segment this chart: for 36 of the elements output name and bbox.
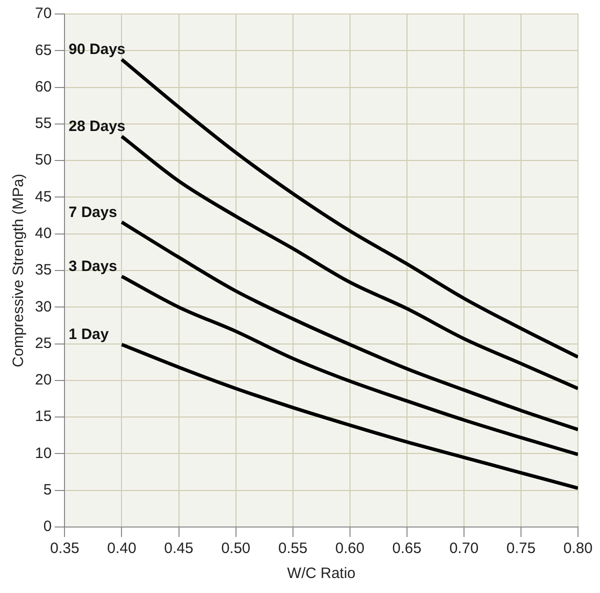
y-tick-label: 40 (34, 225, 52, 242)
y-tick-label: 70 (34, 5, 52, 22)
y-tick-label: 15 (34, 408, 52, 426)
y-axis-title: Compressive Strength (MPa) (10, 174, 28, 368)
y-tick-label: 45 (34, 188, 52, 206)
y-tick-label: 55 (34, 115, 52, 132)
series-label: 28 Days (68, 118, 126, 136)
line-series (120, 274, 578, 456)
y-tick-label: 35 (34, 262, 52, 279)
x-tick-label: 0.45 (164, 540, 194, 558)
x-tick-label: 0.80 (563, 540, 593, 558)
y-tick-label: 60 (34, 78, 52, 96)
x-tick-label: 0.60 (335, 540, 364, 558)
y-tick-label: 10 (34, 444, 52, 462)
series-label: 90 Days (68, 41, 126, 58)
series-label: 1 Day (68, 326, 110, 344)
y-tick-label: 50 (34, 152, 52, 169)
y-tick-label: 0 (43, 518, 52, 536)
series-label: 3 Days (68, 258, 118, 276)
x-tick-label: 0.70 (449, 540, 479, 558)
x-tick-label: 0.50 (221, 540, 250, 558)
y-tick-label: 5 (43, 482, 52, 498)
y-tick-label: 25 (34, 334, 52, 352)
line-series (120, 220, 578, 432)
x-tick-label: 0.35 (50, 540, 80, 558)
x-axis-title: W/C Ratio (287, 565, 356, 582)
x-tick-label: 0.40 (107, 540, 136, 558)
line-series (120, 342, 578, 490)
line-series (120, 134, 578, 390)
y-tick-label: 65 (34, 42, 52, 59)
series-label: 7 Days (68, 204, 118, 221)
x-tick-label: 0.55 (278, 540, 308, 558)
x-tick-label: 0.65 (392, 540, 422, 558)
x-tick-label: 0.75 (506, 540, 536, 558)
y-tick-label: 30 (34, 298, 52, 316)
y-tick-label: 20 (34, 372, 52, 389)
